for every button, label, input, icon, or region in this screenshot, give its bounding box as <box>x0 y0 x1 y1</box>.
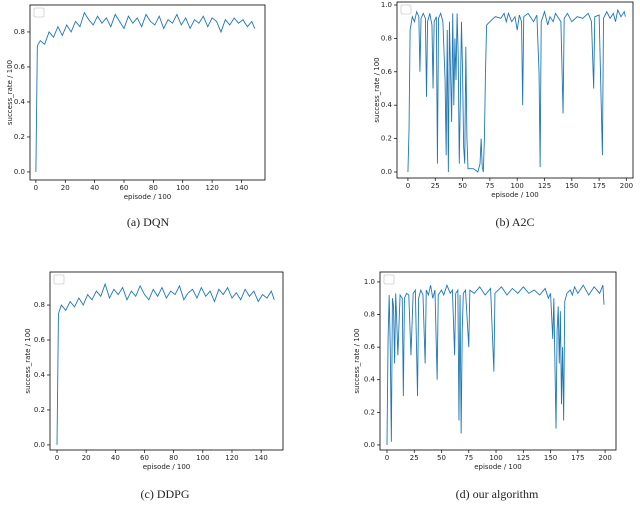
legend-box <box>33 7 45 18</box>
y-axis-label: success_rate / 100 <box>373 57 381 122</box>
x-tick-label: 75 <box>485 182 494 190</box>
legend-box <box>400 4 412 15</box>
x-tick-label: 200 <box>598 454 611 462</box>
x-tick-label: 0 <box>55 454 59 462</box>
x-tick-label: 120 <box>205 184 218 192</box>
y-axis-label: success_rate / 100 <box>6 60 14 125</box>
caption: (a) DQN <box>127 215 170 229</box>
x-tick-label: 150 <box>544 454 557 462</box>
y-tick-label: 0.2 <box>381 135 392 143</box>
y-tick-label: 0.2 <box>14 133 25 141</box>
x-tick-label: 0 <box>34 184 38 192</box>
x-tick-label: 25 <box>410 454 419 462</box>
legend-box <box>383 274 395 285</box>
x-tick-label: 50 <box>458 182 467 190</box>
x-tick-label: 140 <box>235 184 248 192</box>
y-axis-label: success_rate / 100 <box>24 328 32 393</box>
axes-frame <box>379 271 617 451</box>
y-tick-label: 0.6 <box>14 63 26 71</box>
x-axis-label: episode / 100 <box>474 463 522 471</box>
data-line <box>56 282 275 445</box>
y-tick-label: 1.0 <box>381 1 392 9</box>
x-tick-label: 50 <box>437 454 446 462</box>
y-tick-label: 0.8 <box>364 311 375 319</box>
x-tick-label: 100 <box>510 182 523 190</box>
x-tick-label: 150 <box>565 182 578 190</box>
x-tick-label: 120 <box>225 454 238 462</box>
data-line <box>407 8 626 173</box>
caption: (d) our algorithm <box>456 487 539 501</box>
y-tick-label: 0.6 <box>381 68 393 76</box>
x-axis-label: episode / 100 <box>143 463 191 471</box>
y-tick-label: 0.4 <box>381 101 393 109</box>
x-tick-label: 20 <box>82 454 91 462</box>
y-tick-label: 0.0 <box>381 168 392 176</box>
data-line <box>386 283 605 445</box>
x-tick-label: 0 <box>406 182 410 190</box>
axes-frame <box>49 271 284 451</box>
y-tick-label: 0.6 <box>34 336 46 344</box>
x-tick-label: 175 <box>592 182 605 190</box>
x-tick-label: 175 <box>571 454 584 462</box>
data-line <box>35 11 256 172</box>
x-tick-label: 75 <box>464 454 473 462</box>
x-tick-label: 100 <box>176 184 189 192</box>
x-tick-label: 40 <box>111 454 120 462</box>
x-tick-label: 20 <box>61 184 70 192</box>
y-tick-label: 0.8 <box>381 34 392 42</box>
caption: (c) DDPG <box>141 487 190 501</box>
x-tick-label: 0 <box>385 454 389 462</box>
y-tick-label: 0.2 <box>34 406 45 414</box>
x-tick-label: 140 <box>254 454 267 462</box>
axes-frame <box>396 1 634 179</box>
x-tick-label: 100 <box>489 454 502 462</box>
x-tick-label: 125 <box>538 182 551 190</box>
x-tick-label: 25 <box>431 182 440 190</box>
x-tick-label: 60 <box>120 184 129 192</box>
x-tick-label: 100 <box>196 454 209 462</box>
y-tick-label: 0.2 <box>364 408 375 416</box>
y-tick-label: 0.0 <box>34 441 45 449</box>
caption: (b) A2C <box>496 215 535 229</box>
y-tick-label: 0.8 <box>14 28 25 36</box>
y-tick-label: 0.4 <box>364 376 376 384</box>
axes-frame <box>29 4 266 181</box>
x-tick-label: 40 <box>90 184 99 192</box>
x-axis-label: episode / 100 <box>124 193 172 201</box>
legend-box <box>53 274 65 285</box>
x-tick-label: 200 <box>620 182 633 190</box>
y-tick-label: 0.4 <box>14 98 26 106</box>
x-tick-label: 80 <box>149 184 158 192</box>
y-tick-label: 0.6 <box>364 343 376 351</box>
y-tick-label: 0.8 <box>34 301 45 309</box>
x-tick-label: 60 <box>140 454 149 462</box>
y-tick-label: 0.4 <box>34 371 46 379</box>
x-axis-label: episode / 100 <box>491 191 539 199</box>
x-tick-label: 125 <box>517 454 530 462</box>
y-tick-label: 1.0 <box>364 278 375 286</box>
y-tick-label: 0.0 <box>14 168 25 176</box>
x-tick-label: 80 <box>169 454 178 462</box>
y-tick-label: 0.0 <box>364 441 375 449</box>
y-axis-label: success_rate / 100 <box>353 328 361 393</box>
